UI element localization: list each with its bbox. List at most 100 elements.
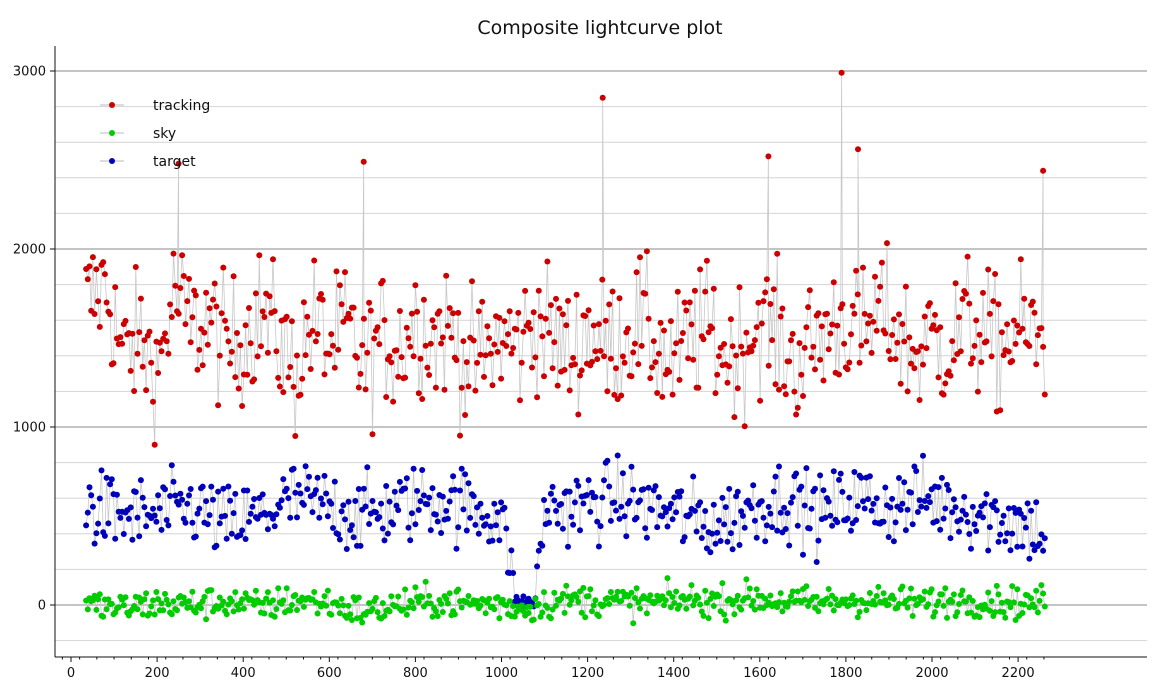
target-point bbox=[885, 534, 892, 540]
target-point bbox=[774, 527, 781, 534]
tracking-point bbox=[290, 383, 297, 390]
sky-point bbox=[429, 613, 436, 620]
tracking-point bbox=[266, 293, 273, 300]
tracking-point bbox=[366, 299, 373, 306]
sky-point bbox=[908, 585, 914, 592]
tracking-point bbox=[508, 350, 515, 357]
target-point bbox=[921, 498, 928, 504]
target-point bbox=[292, 489, 299, 496]
target-point bbox=[938, 474, 945, 481]
target-point bbox=[199, 483, 206, 490]
target-point bbox=[378, 500, 385, 507]
target-point bbox=[736, 542, 743, 548]
target-point bbox=[717, 538, 724, 544]
sky-point bbox=[259, 599, 266, 606]
sky-point bbox=[853, 597, 860, 604]
tracking-point bbox=[143, 387, 150, 394]
tracking-point bbox=[158, 348, 165, 355]
target-point bbox=[347, 527, 354, 533]
tracking-point bbox=[788, 337, 794, 344]
tracking-point bbox=[199, 362, 206, 369]
x-tick-label: 2200 bbox=[1002, 666, 1035, 681]
tracking-point bbox=[414, 308, 421, 315]
sky-point bbox=[590, 602, 597, 609]
target-point bbox=[510, 570, 517, 576]
target-point bbox=[383, 483, 390, 489]
tracking-point bbox=[403, 324, 410, 331]
tracking-point bbox=[1038, 325, 1045, 332]
tracking-point bbox=[885, 348, 892, 354]
target-point bbox=[95, 520, 102, 527]
sky-point bbox=[230, 608, 237, 615]
tracking-point bbox=[729, 343, 736, 350]
target-point bbox=[925, 493, 932, 500]
tracking-point bbox=[357, 370, 364, 377]
sky-point bbox=[120, 602, 127, 609]
target-point bbox=[782, 526, 789, 532]
tracking-point bbox=[515, 309, 522, 316]
sky-point bbox=[155, 596, 162, 603]
tracking-point bbox=[633, 269, 640, 276]
target-point bbox=[700, 523, 707, 530]
target-point bbox=[667, 500, 674, 507]
target-point bbox=[390, 521, 397, 528]
target-point bbox=[806, 525, 813, 532]
sky-point bbox=[815, 608, 822, 615]
target-point bbox=[642, 525, 649, 532]
target-point bbox=[956, 528, 962, 535]
target-point bbox=[559, 525, 566, 532]
tracking-point bbox=[162, 330, 168, 337]
target-point bbox=[640, 486, 647, 493]
tracking-point bbox=[381, 317, 388, 324]
target-point bbox=[981, 500, 988, 507]
legend: tracking sky target bbox=[100, 98, 210, 170]
target-point bbox=[702, 508, 709, 514]
tracking-point bbox=[779, 305, 786, 312]
target-point bbox=[182, 519, 189, 526]
sky-point bbox=[347, 611, 354, 618]
tracking-point bbox=[443, 272, 450, 279]
sky-point bbox=[539, 609, 546, 616]
sky-point bbox=[563, 582, 570, 589]
target-point bbox=[691, 507, 698, 514]
target-point bbox=[784, 510, 791, 517]
target-point bbox=[316, 514, 323, 521]
sky-point bbox=[381, 613, 388, 619]
sky-point bbox=[544, 604, 551, 611]
target-point bbox=[707, 549, 714, 556]
sky-point bbox=[856, 608, 863, 615]
target-point bbox=[503, 525, 510, 532]
tracking-point bbox=[763, 276, 770, 283]
target-point bbox=[450, 473, 457, 480]
sky-point bbox=[1005, 599, 1012, 606]
target-point bbox=[745, 497, 752, 504]
tracking-point bbox=[383, 394, 390, 400]
target-point bbox=[800, 551, 806, 558]
tracking-point bbox=[529, 364, 535, 371]
target-point bbox=[568, 513, 575, 520]
tracking-point bbox=[695, 384, 702, 391]
target-point bbox=[287, 514, 294, 521]
sky-point bbox=[830, 607, 837, 614]
tracking-point bbox=[275, 374, 282, 381]
target-point bbox=[808, 505, 815, 512]
tracking-point bbox=[312, 338, 319, 345]
target-point bbox=[998, 520, 1005, 526]
target-point bbox=[551, 497, 558, 504]
target-point bbox=[734, 488, 741, 495]
sky-point bbox=[345, 602, 352, 609]
target-point bbox=[686, 511, 693, 518]
tracking-point bbox=[86, 263, 93, 270]
sky-point bbox=[885, 601, 892, 608]
sky-point bbox=[628, 589, 635, 596]
tracking-point bbox=[350, 304, 357, 311]
target-point bbox=[964, 519, 971, 525]
tracking-point bbox=[638, 342, 645, 349]
tracking-point bbox=[679, 330, 686, 336]
target-point bbox=[619, 470, 626, 477]
target-point bbox=[424, 501, 431, 508]
y-tick-label: 0 bbox=[38, 599, 46, 614]
target-point bbox=[340, 502, 347, 509]
sky-point bbox=[705, 615, 712, 622]
target-point bbox=[438, 530, 445, 536]
